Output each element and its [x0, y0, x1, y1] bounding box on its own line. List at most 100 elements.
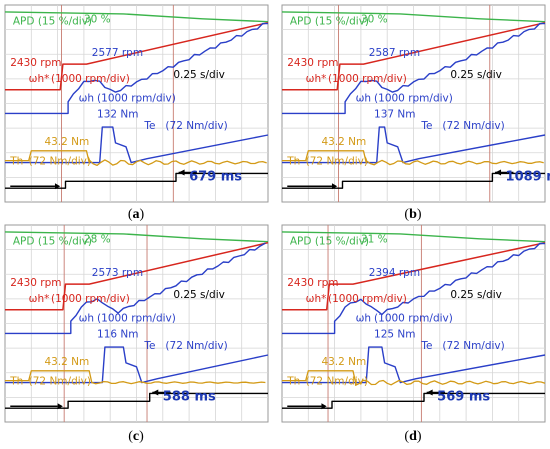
arrow-left-head [321, 403, 327, 410]
te-division: (72 Nm/div) [442, 120, 504, 132]
th-symbol: Th [9, 376, 23, 388]
arrow-right-head [495, 169, 502, 176]
arrow-right-head [178, 169, 185, 176]
wh-division: (1000 rpm/div) [97, 93, 176, 105]
speed-trace [282, 242, 546, 335]
speed-trace [5, 242, 266, 335]
step-trace [5, 392, 268, 409]
duration-label: 588 ms [163, 389, 216, 404]
panel-caption-a: (a) [128, 207, 145, 222]
apd-trace [4, 231, 269, 243]
arrow-right-head [152, 389, 159, 396]
wh-symbol: ωh [79, 313, 94, 325]
apd-label: APD (15 %/div) [290, 236, 369, 248]
wref-symbol: ωh* [306, 73, 327, 85]
panel-caption-c: (c) [128, 429, 144, 444]
arrow-left-head [54, 183, 61, 190]
te-peak-label: 137 Nm [374, 108, 415, 120]
th-value-label: 43.2 Nm [321, 136, 366, 148]
wh-division: (1000 rpm/div) [97, 313, 176, 325]
duration-label: 679 ms [189, 169, 242, 184]
te-division: (72 Nm/div) [442, 340, 504, 352]
apd-value: 30 % [84, 14, 111, 26]
apd-trace [281, 11, 546, 23]
te-division: (72 Nm/div) [165, 120, 227, 132]
wref-division: (1000 rpm/div) [51, 73, 130, 85]
apd-trace [281, 231, 546, 243]
torque-e-trace [282, 126, 546, 164]
te-division: (72 Nm/div) [165, 340, 227, 352]
th-symbol: Th [9, 156, 23, 168]
wh-division: (1000 rpm/div) [374, 313, 453, 325]
wref-division: (1000 rpm/div) [51, 293, 130, 305]
speed-peak-label: 2573 rpm [92, 267, 143, 279]
wh-symbol: ωh [79, 93, 94, 105]
arrow-left-head [331, 183, 338, 190]
wh-symbol: ωh [356, 93, 371, 105]
wref-symbol: ωh* [306, 293, 327, 305]
te-symbol: Te [420, 340, 432, 352]
panel-caption-b: (b) [404, 207, 421, 222]
th-division: (72 Nm/div) [29, 156, 91, 168]
th-division: (72 Nm/div) [306, 156, 368, 168]
speed-ref-label: 2430 rpm [10, 277, 61, 289]
torque-h-trace [5, 370, 266, 385]
torque-h-trace [282, 150, 544, 166]
speed-ref-label: 2430 rpm [287, 277, 338, 289]
th-division: (72 Nm/div) [29, 376, 91, 388]
wref-division: (1000 rpm/div) [328, 73, 407, 85]
te-symbol: Te [143, 340, 155, 352]
torque-e-trace [282, 346, 546, 384]
torque-h-trace [5, 150, 267, 167]
wref-symbol: ωh* [29, 73, 50, 85]
arrow-right-head [426, 389, 433, 396]
speed-reference-trace [5, 241, 269, 311]
th-value-label: 43.2 Nm [44, 356, 89, 368]
step-trace [282, 392, 545, 409]
panel-caption-d: (d) [404, 429, 421, 444]
speed-ref-label: 2430 rpm [10, 57, 61, 69]
te-symbol: Te [143, 120, 155, 132]
th-value-label: 43.2 Nm [44, 136, 89, 148]
speed-reference-trace [282, 21, 546, 91]
speed-reference-trace [282, 241, 546, 311]
time-division: 0.25 s/div [450, 289, 502, 301]
te-peak-label: 125 Nm [374, 328, 415, 340]
duration-label: 569 ms [437, 389, 490, 404]
wh-division: (1000 rpm/div) [374, 93, 453, 105]
apd-value: 30 % [361, 14, 388, 26]
time-division: 0.25 s/div [173, 289, 225, 301]
apd-label: APD (15 %/div) [13, 16, 92, 28]
torque-e-trace [5, 126, 269, 164]
te-peak-label: 132 Nm [97, 108, 138, 120]
wref-symbol: ωh* [29, 293, 50, 305]
apd-value: 28 % [84, 234, 111, 246]
te-peak-label: 116 Nm [97, 328, 138, 340]
time-division: 0.25 s/div [450, 69, 502, 81]
apd-label: APD (15 %/div) [13, 236, 92, 248]
arrow-left-head [57, 403, 63, 410]
wh-symbol: ωh [356, 313, 371, 325]
wref-division: (1000 rpm/div) [328, 293, 407, 305]
speed-peak-label: 2394 rpm [369, 267, 420, 279]
apd-value: 31 % [361, 234, 388, 246]
th-symbol: Th [286, 156, 300, 168]
speed-trace [5, 22, 268, 115]
speed-ref-label: 2430 rpm [287, 57, 338, 69]
torque-h-trace [282, 370, 546, 386]
duration-label: 1089 ms [506, 169, 550, 184]
torque-e-trace [5, 346, 269, 384]
speed-peak-label: 2587 rpm [369, 47, 420, 59]
apd-label: APD (15 %/div) [290, 16, 369, 28]
th-value-label: 43.2 Nm [321, 356, 366, 368]
th-symbol: Th [286, 376, 300, 388]
speed-peak-label: 2577 rpm [92, 47, 143, 59]
speed-reference-trace [5, 21, 269, 91]
te-symbol: Te [420, 120, 432, 132]
speed-trace [282, 22, 545, 115]
